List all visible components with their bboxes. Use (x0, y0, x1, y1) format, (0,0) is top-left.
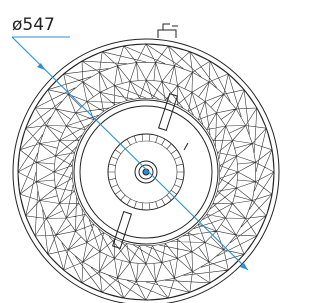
dimension-label: ø547 (12, 15, 55, 35)
drawing: ø547 (0, 0, 282, 303)
bracket (158, 24, 178, 38)
page: {"dimension": {"label": "ø547"}} ø547 ((… (0, 0, 320, 303)
